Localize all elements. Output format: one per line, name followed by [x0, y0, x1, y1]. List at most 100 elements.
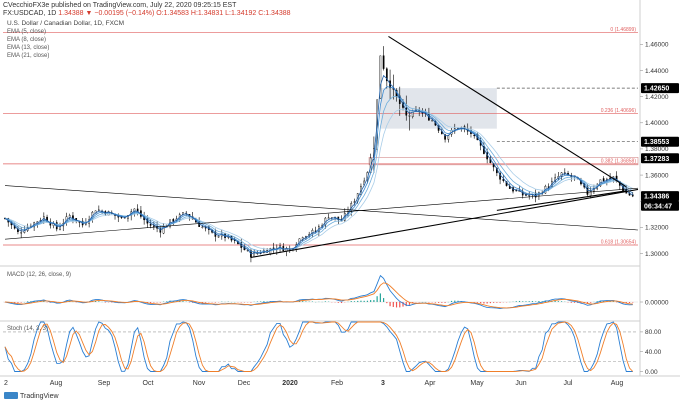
macd-histogram-bar — [499, 302, 501, 303]
macd-histogram-bar — [483, 302, 485, 304]
candle-body — [499, 173, 501, 180]
symbol-line: FX:USDCAD, 1D 1.34388 ▼ −0.00195 (−0.14%… — [3, 10, 291, 17]
price-axis-label: 1.36000 — [645, 172, 669, 179]
macd-histogram-bar — [298, 301, 301, 302]
macd-histogram-bar — [205, 302, 207, 303]
macd-histogram-bar — [30, 301, 32, 302]
macd-histogram-bar — [603, 300, 605, 302]
candle-body — [502, 179, 505, 181]
macd-histogram-bar — [486, 302, 488, 304]
price-tag-box — [641, 136, 679, 147]
macd-histogram-bar — [370, 300, 372, 302]
macd-histogram-bar — [522, 301, 524, 302]
stoch-axis-label: 80.00 — [645, 329, 662, 336]
ohlc-values: 1.34388 ▼ −0.00195 (−0.14%) O:1.34583 H:… — [58, 10, 291, 17]
macd-histogram-bar — [266, 301, 268, 302]
price-axis-label: 1.40000 — [645, 120, 669, 127]
macd-histogram-bar — [525, 301, 527, 302]
macd-histogram-bar — [340, 302, 343, 304]
candle-body — [554, 177, 556, 182]
time-axis-label: Dec — [238, 380, 251, 387]
macd-histogram-bar — [434, 302, 436, 303]
macd-histogram-bar — [493, 302, 495, 303]
macd-histogram-bar — [586, 302, 589, 304]
macd-histogram-bar — [357, 300, 359, 302]
macd-histogram-bar — [376, 296, 378, 302]
tradingview-logo-text: TradingView — [20, 393, 59, 400]
time-axis-label: Jun — [515, 380, 526, 387]
time-axis-label: Apr — [425, 380, 437, 387]
time-axis-label: Feb — [331, 380, 343, 387]
macd-histogram-bar — [363, 300, 365, 302]
macd-histogram-bar — [454, 300, 456, 302]
macd-histogram-bar — [489, 302, 491, 304]
candle-body — [201, 226, 204, 228]
macd-histogram-bar — [457, 300, 459, 302]
macd-histogram-bar — [353, 301, 356, 302]
macd-histogram-bar — [17, 302, 19, 303]
macd-histogram-bar — [428, 302, 430, 303]
stoch-d-line — [4, 321, 634, 372]
time-axis-label: Aug — [50, 380, 63, 387]
macd-histogram-bar — [305, 301, 307, 302]
macd-histogram-bar — [324, 301, 326, 302]
macd-histogram-bar — [450, 300, 453, 302]
macd-histogram-bar — [632, 302, 634, 303]
chart-canvas[interactable]: 0 (1.46899) 0.236 (1.40696) 0.382 (1.36858… — [0, 0, 680, 390]
macd-histogram-bar — [153, 302, 155, 303]
macd-histogram-bar — [560, 301, 563, 302]
macd-histogram-bar — [590, 302, 592, 303]
macd-histogram-bar — [150, 302, 152, 303]
macd-histogram-bar — [538, 301, 540, 302]
indicator-ema21-label: EMA (21, close) — [7, 53, 50, 59]
macd-histogram-bar — [366, 300, 369, 302]
price-axis-label: 1.44000 — [645, 68, 669, 75]
macd-histogram-bar — [531, 301, 534, 302]
macd-histogram-bar — [250, 302, 252, 303]
macd-histogram-bar — [182, 301, 184, 302]
price-tag-label: 1.38553 — [644, 139, 669, 146]
falling-resistance-trendline — [388, 35, 627, 188]
candle-body — [431, 120, 433, 122]
macd-histogram-bar — [166, 301, 168, 302]
descending-long-trendline — [4, 185, 639, 231]
macd-histogram-bar — [159, 302, 161, 303]
macd-histogram-bar — [573, 302, 576, 303]
candle-body — [447, 135, 450, 140]
macd-histogram-bar — [386, 302, 388, 304]
macd-histogram-bar — [27, 301, 29, 302]
macd-histogram-bar — [98, 301, 100, 302]
candle-body — [20, 232, 23, 234]
ema5-line — [4, 74, 633, 255]
price-tag-label: 1.42650 — [644, 86, 669, 93]
ascending-long-trendline — [4, 187, 639, 240]
price-tag-box — [641, 153, 679, 164]
candle-body — [408, 115, 411, 117]
candle-body — [353, 201, 356, 203]
candle-body — [49, 221, 52, 226]
candle-body — [444, 134, 446, 140]
macd-histogram-bar — [408, 302, 411, 305]
candle-body — [311, 230, 314, 235]
macd-signal-line — [4, 282, 633, 309]
macd-histogram-bar — [444, 302, 446, 303]
candle-body — [379, 55, 382, 99]
indicator-ema5-label: EMA (5, close) — [7, 29, 47, 35]
price-axis-label: 1.38000 — [645, 146, 669, 153]
macd-histogram-bar — [628, 302, 631, 303]
fib-level-label: 0.236 (1.40696) — [601, 108, 637, 114]
macd-histogram-bar — [412, 302, 414, 304]
time-axis-label: Sep — [98, 380, 111, 387]
macd-histogram-bar — [214, 302, 216, 303]
macd-histogram-bar — [476, 302, 479, 303]
macd-histogram-bar — [541, 301, 543, 302]
fib-level-label: 0.618 (1.30654) — [601, 239, 637, 245]
macd-histogram-bar — [43, 301, 45, 302]
macd-histogram-bar — [535, 301, 537, 302]
macd-histogram-bar — [95, 300, 97, 302]
macd-histogram-bar — [260, 301, 262, 302]
macd-histogram-bar — [580, 302, 582, 304]
time-axis-label: Aug — [611, 380, 624, 387]
time-axis-label: Nov — [193, 380, 206, 387]
candle-body — [528, 195, 531, 197]
